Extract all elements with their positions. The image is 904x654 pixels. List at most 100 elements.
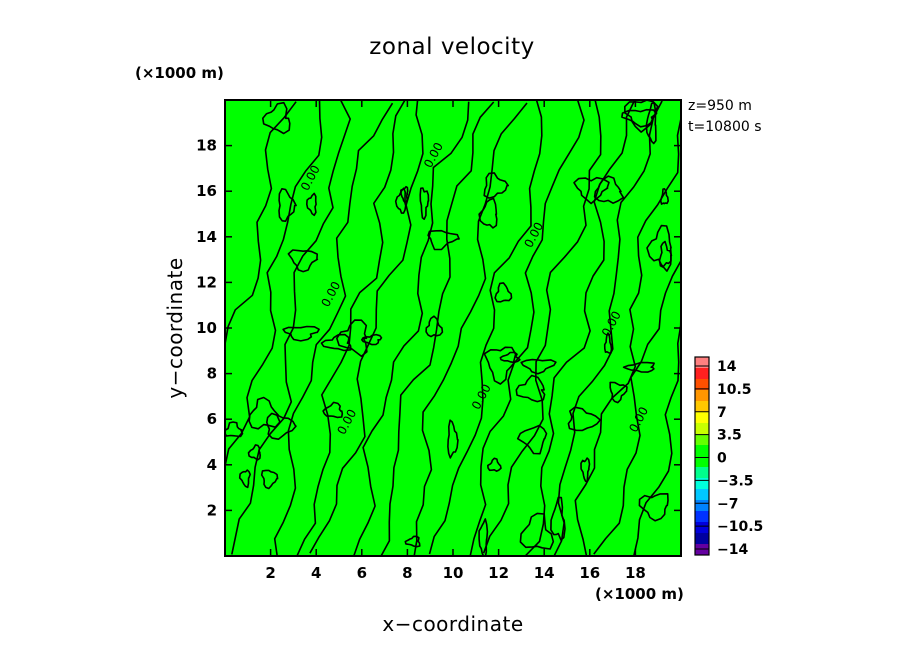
colorbar-swatch [695, 467, 709, 479]
contour-loop [520, 358, 557, 375]
contour-line [469, 99, 585, 557]
contour-loop [487, 457, 502, 472]
y-tick-label: 6 [207, 410, 217, 428]
x-tick-label: 10 [443, 564, 464, 582]
contour-loop [646, 224, 672, 272]
contour-loop [247, 444, 261, 461]
info-line-time: t=10800 s [688, 119, 762, 135]
y-tick-label: 4 [207, 456, 217, 474]
y-tick-label: 14 [196, 228, 217, 246]
info-line-depth: z=950 m [688, 98, 752, 114]
colorbar-label: 0 [717, 451, 727, 467]
contour-loop [659, 188, 669, 205]
y-tick-label: 8 [207, 365, 217, 383]
contour-loop [404, 535, 421, 548]
colorbar-swatch [695, 401, 709, 413]
contour-loop [224, 421, 244, 438]
contour-line [273, 102, 394, 557]
contour-loop [278, 188, 297, 222]
contour-loop [419, 187, 430, 220]
colorbar-swatch [695, 544, 709, 556]
contour-line [309, 99, 424, 554]
contour-loop [447, 419, 459, 459]
colorbar-swatch [695, 500, 709, 512]
colorbar-swatch [695, 489, 709, 501]
colorbar-label: −7 [717, 496, 738, 512]
contour-loop [260, 469, 279, 490]
contour-loop [248, 396, 281, 430]
contour-loop [573, 176, 610, 205]
contour-loop [306, 192, 317, 217]
contour-line [413, 102, 528, 557]
contour-loop [645, 102, 657, 145]
contour-loop [515, 374, 546, 403]
x-tick-label: 18 [625, 564, 646, 582]
contour-loop [499, 351, 521, 364]
colorbar-swatch [695, 434, 709, 446]
chart-title: zonal velocity [369, 34, 534, 60]
y-tick-label: 10 [196, 319, 217, 337]
y-axis-title: y−coordinate [163, 257, 187, 398]
x-axis-title: x−coordinate [382, 612, 523, 636]
contour-loop [483, 172, 509, 199]
contour-loop [580, 457, 591, 483]
contour-loop [519, 512, 555, 550]
x-tick-label: 2 [265, 564, 275, 582]
colorbar-label: −3.5 [717, 473, 754, 489]
contour-line [380, 101, 495, 557]
colorbar-label: 3.5 [717, 428, 742, 444]
colorbar-swatch [695, 423, 709, 435]
contour-loop [322, 401, 344, 419]
contour-line [553, 100, 663, 557]
colorbar-swatch [695, 511, 709, 523]
colorbar-swatch [695, 533, 709, 545]
contour-loop [516, 424, 548, 455]
y-tick-label: 12 [196, 273, 217, 291]
contour-line [353, 101, 470, 557]
contour-line [482, 99, 602, 554]
colorbar-label: −14 [717, 542, 748, 558]
contour-loop [638, 493, 669, 522]
contour-loop [361, 333, 383, 346]
colorbar-swatch [695, 379, 709, 391]
colorbar-labels: 14 10.5 7 3.5 0 −3.5 −7 −10.5 −14 [717, 359, 763, 558]
contour-loop [336, 319, 368, 357]
colorbar-label: 7 [717, 405, 727, 421]
colorbar-swatch [695, 522, 709, 534]
contour-loop [262, 101, 291, 135]
contour-line [574, 101, 682, 557]
contour-line [428, 99, 543, 555]
x-unit-label: (×1000 m) [595, 585, 684, 603]
colorbar-swatch [695, 478, 709, 490]
contour-line [524, 100, 636, 557]
colorbar-swatch [695, 445, 709, 457]
x-tick-label: 12 [488, 564, 509, 582]
x-tick-label: 4 [311, 564, 321, 582]
contour-loop [494, 282, 513, 303]
colorbar-swatch [695, 357, 709, 369]
contour-loop [609, 381, 628, 404]
x-tick-label: 16 [579, 564, 600, 582]
y-tick-label: 16 [196, 182, 217, 200]
contour-loop [287, 249, 319, 273]
contour-loop [550, 496, 566, 541]
axis-ticks [225, 100, 681, 556]
colorbar-label: 14 [717, 359, 737, 375]
contour-loop [427, 229, 460, 251]
contour-loop [266, 412, 297, 440]
info-panel: z=950 m t=10800 s [688, 98, 762, 135]
colorbar-frame [694, 356, 710, 556]
y-tick-label: 18 [196, 137, 217, 155]
contour-loop [320, 333, 352, 352]
contour-loop [394, 187, 407, 214]
colorbar-swatch [695, 368, 709, 380]
contour-loop [658, 240, 673, 268]
contour-line [296, 99, 406, 557]
x-tick-label: 6 [357, 564, 367, 582]
contour-loop [622, 361, 655, 373]
y-unit-label: (×1000 m) [135, 64, 224, 82]
contour-loop [478, 197, 498, 229]
contour-loop [238, 469, 251, 489]
contour-loop [425, 315, 444, 338]
